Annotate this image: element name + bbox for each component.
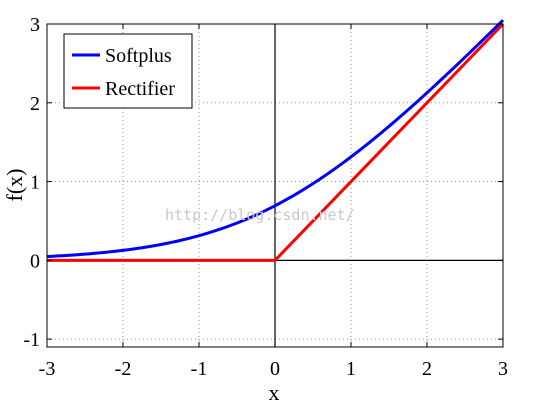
x-tick-label: -1 xyxy=(191,358,208,380)
y-tick-label: 2 xyxy=(30,93,40,115)
y-tick-label: 1 xyxy=(30,172,40,194)
legend-box xyxy=(63,33,193,109)
x-tick-label: -3 xyxy=(39,358,56,380)
y-tick-label: 0 xyxy=(30,250,40,272)
tick-labels: -3 -2 -1 0 1 2 3 -1 0 1 2 3 xyxy=(23,14,508,380)
series-line-rectifier xyxy=(47,22,505,262)
x-tick-label: 3 xyxy=(498,358,508,380)
y-tick-label: 3 xyxy=(30,14,40,36)
x-tick-label: 0 xyxy=(270,358,280,380)
tick-marks xyxy=(46,23,504,347)
x-tick-label: 2 xyxy=(422,358,432,380)
x-tick-label: -2 xyxy=(115,358,132,380)
x-axis-label: x xyxy=(269,380,280,405)
legend-label-softplus: Softplus xyxy=(105,45,172,67)
watermark-text: http://blog.csdn.net/ xyxy=(165,206,355,224)
x-tick-label: 1 xyxy=(346,358,356,380)
series-layer xyxy=(46,19,505,262)
series-line-softplus xyxy=(46,19,505,259)
y-axis-label: f(x) xyxy=(2,169,27,202)
y-tick-label: -1 xyxy=(23,329,40,351)
legend: Softplus Rectifier xyxy=(63,33,193,109)
legend-label-rectifier: Rectifier xyxy=(105,78,175,100)
